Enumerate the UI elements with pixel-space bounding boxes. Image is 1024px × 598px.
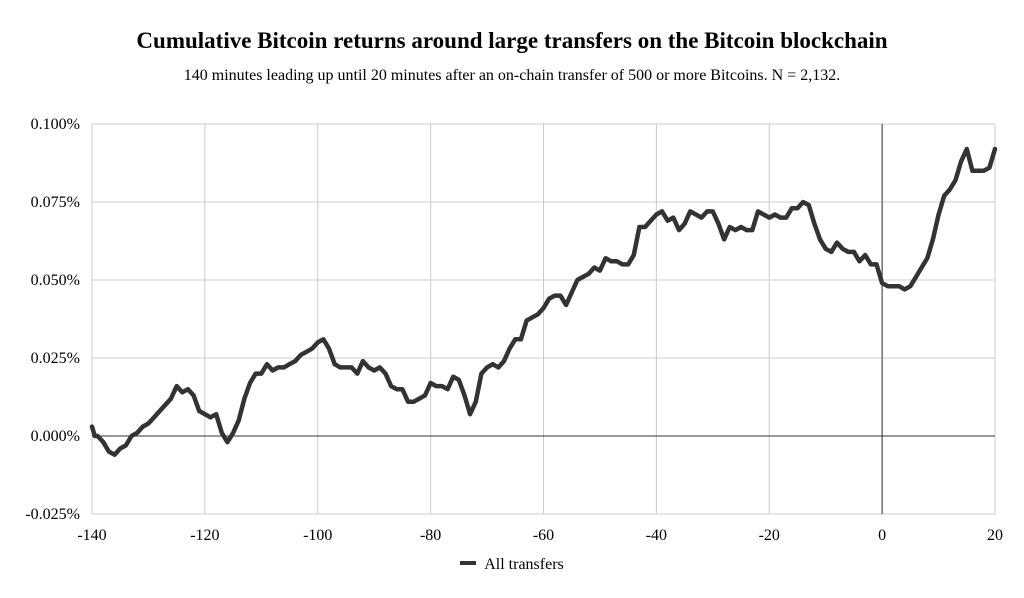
- y-tick-label: -0.025%: [25, 506, 80, 523]
- series-line: [89, 146, 998, 457]
- series-layer: [89, 146, 998, 457]
- x-tick-label: -60: [533, 527, 554, 544]
- x-tick-label: 20: [987, 527, 1003, 544]
- y-tick-label: 0.000%: [31, 428, 80, 445]
- grid-lines: [91, 123, 996, 515]
- x-tick-label: -120: [190, 527, 219, 544]
- x-tick-label: -100: [303, 527, 332, 544]
- chart-title: Cumulative Bitcoin returns around large …: [136, 28, 888, 53]
- y-tick-label: 0.100%: [31, 116, 80, 133]
- x-tick-label: 0: [878, 527, 886, 544]
- legend-swatch: [460, 561, 477, 566]
- axes: [92, 124, 995, 514]
- tick-labels: -0.025% 0.000% 0.025% 0.050% 0.075% 0.100% -14…: [25, 116, 1003, 544]
- y-tick-label: 0.050%: [31, 272, 80, 289]
- x-tick-label: -140: [77, 527, 106, 544]
- y-tick-label: 0.075%: [31, 194, 80, 211]
- chart-subtitle: 140 minutes leading up until 20 minutes …: [183, 67, 841, 84]
- legend-label: All transfers: [484, 556, 564, 573]
- y-tick-label: 0.025%: [31, 350, 80, 367]
- x-tick-label: -20: [759, 527, 780, 544]
- legend: All transfers: [0, 556, 1024, 574]
- x-tick-label: -80: [420, 527, 441, 544]
- x-tick-label: -40: [646, 527, 667, 544]
